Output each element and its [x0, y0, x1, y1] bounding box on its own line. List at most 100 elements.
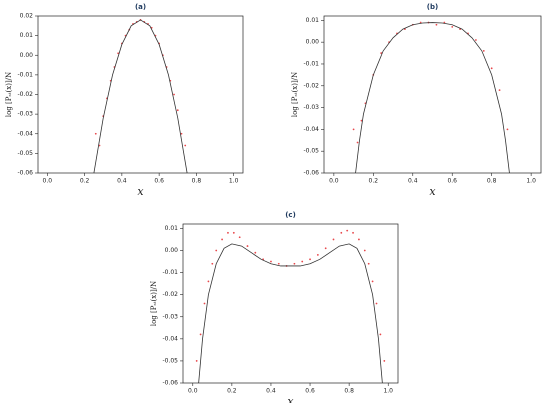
data-point	[451, 26, 454, 28]
y-axis-label: log [Pₛₜ(x)]/N	[5, 72, 13, 117]
x-tick-label: 0.6	[154, 178, 164, 185]
y-tick-label: -0.03	[162, 313, 178, 320]
panel: (a) 0.0 0.2 0.4 0.6 0.8 1.0 -0.06 -0.05 -0.04 -0.0…	[5, 3, 244, 198]
y-tick-label: -0.06	[17, 170, 33, 177]
data-point	[435, 23, 438, 26]
data-point	[227, 231, 229, 234]
data-point	[94, 132, 97, 135]
data-point	[340, 231, 343, 234]
data-point	[506, 128, 509, 131]
x-axis-label: x	[287, 395, 294, 403]
y-tick-label: -0.06	[162, 380, 178, 387]
x-tick-label: 0.6	[447, 178, 457, 185]
plot-frame	[182, 223, 399, 384]
data-point	[246, 245, 249, 247]
y-tick-label: -0.04	[17, 130, 33, 137]
y-tick-label: -0.01	[17, 71, 33, 78]
y-tick-label: -0.05	[303, 148, 319, 155]
data-point	[199, 333, 202, 336]
chart-title: (b)	[427, 3, 438, 11]
x-tick-label: 1.0	[229, 178, 239, 185]
y-tick-label: -0.03	[17, 111, 33, 118]
y-tick-label: -0.02	[17, 91, 33, 98]
data-point	[293, 262, 296, 265]
panel: (b) 0.0 0.2 0.4 0.6 0.8 1.0 -0.06 -0.05 -0.04 -0.0…	[291, 3, 542, 198]
data-point	[254, 251, 257, 254]
y-tick-label: 0.00	[306, 39, 320, 46]
y-tick-label: 0.01	[20, 32, 34, 39]
x-tick-label: 0.2	[369, 178, 379, 185]
y-tick-label: 0.00	[165, 247, 179, 254]
plot-frame	[37, 15, 244, 174]
data-point	[301, 260, 304, 263]
panel: (c) 0.0 0.2 0.4 0.6 0.8 1.0 -0.06 -0.05 -0.04 -0.0…	[150, 211, 399, 403]
x-tick-label: 0.0	[43, 178, 53, 185]
x-tick-label: 0.4	[408, 178, 418, 185]
data-point	[332, 238, 335, 241]
x-tick-label: 0.0	[329, 178, 339, 185]
data-point	[221, 238, 223, 241]
data-point	[356, 141, 359, 144]
data-point	[277, 262, 280, 265]
data-point	[346, 229, 349, 232]
curve	[93, 19, 188, 173]
y-tick-label: -0.04	[162, 335, 178, 342]
data-point	[232, 231, 235, 234]
data-point	[176, 109, 179, 112]
data-point	[482, 49, 485, 52]
data-point	[316, 254, 319, 256]
x-tick-label: 1.0	[526, 178, 536, 185]
data-point	[203, 302, 206, 305]
y-tick-label: -0.01	[162, 269, 178, 276]
data-point	[211, 262, 214, 265]
data-point	[324, 247, 327, 250]
data-point	[371, 280, 374, 283]
x-tick-label: 0.0	[188, 388, 198, 395]
x-tick-label: 0.8	[344, 388, 354, 395]
x-axis-label: x	[137, 185, 144, 198]
data-point	[207, 280, 210, 283]
data-point	[184, 144, 187, 147]
data-point	[363, 249, 366, 252]
data-point	[117, 52, 120, 55]
y-tick-label: -0.06	[303, 170, 319, 177]
y-tick-label: 0.01	[165, 225, 179, 232]
data-point	[380, 52, 383, 54]
x-tick-label: 0.2	[227, 388, 237, 395]
y-tick-label: 0.00	[20, 52, 34, 59]
data-point	[215, 249, 218, 252]
x-tick-label: 0.6	[305, 388, 315, 395]
data-point	[375, 302, 378, 305]
y-tick-label: -0.04	[303, 126, 319, 133]
data-point	[309, 258, 311, 261]
x-axis-label: x	[429, 185, 436, 198]
plot-frame	[323, 15, 542, 174]
y-axis-label: log [Pₛₜ(x)]/N	[150, 281, 158, 326]
y-tick-label: 0.02	[20, 13, 34, 20]
data-point	[270, 260, 272, 263]
x-tick-label: 1.0	[383, 388, 393, 395]
chart-title: (c)	[285, 211, 296, 219]
x-tick-label: 0.8	[487, 178, 497, 185]
y-tick-label: -0.05	[162, 357, 178, 364]
x-tick-label: 0.2	[80, 178, 90, 185]
data-point	[490, 67, 493, 70]
y-tick-label: -0.01	[303, 60, 319, 67]
data-point	[173, 93, 175, 96]
y-tick-label: -0.02	[162, 291, 178, 298]
data-point	[360, 119, 363, 122]
data-point	[498, 89, 501, 92]
data-point	[383, 360, 386, 362]
curve	[198, 243, 383, 383]
data-point	[379, 333, 382, 336]
y-tick-label: 0.01	[306, 17, 320, 24]
curve	[355, 22, 510, 173]
x-tick-label: 0.4	[266, 388, 276, 395]
x-tick-label: 0.8	[192, 178, 202, 185]
data-point	[180, 132, 183, 135]
chart-title: (a)	[135, 3, 146, 11]
y-tick-label: -0.03	[303, 104, 319, 111]
data-point	[475, 39, 477, 41]
y-axis-label: log [Pₛₜ(x)]/N	[291, 72, 299, 117]
